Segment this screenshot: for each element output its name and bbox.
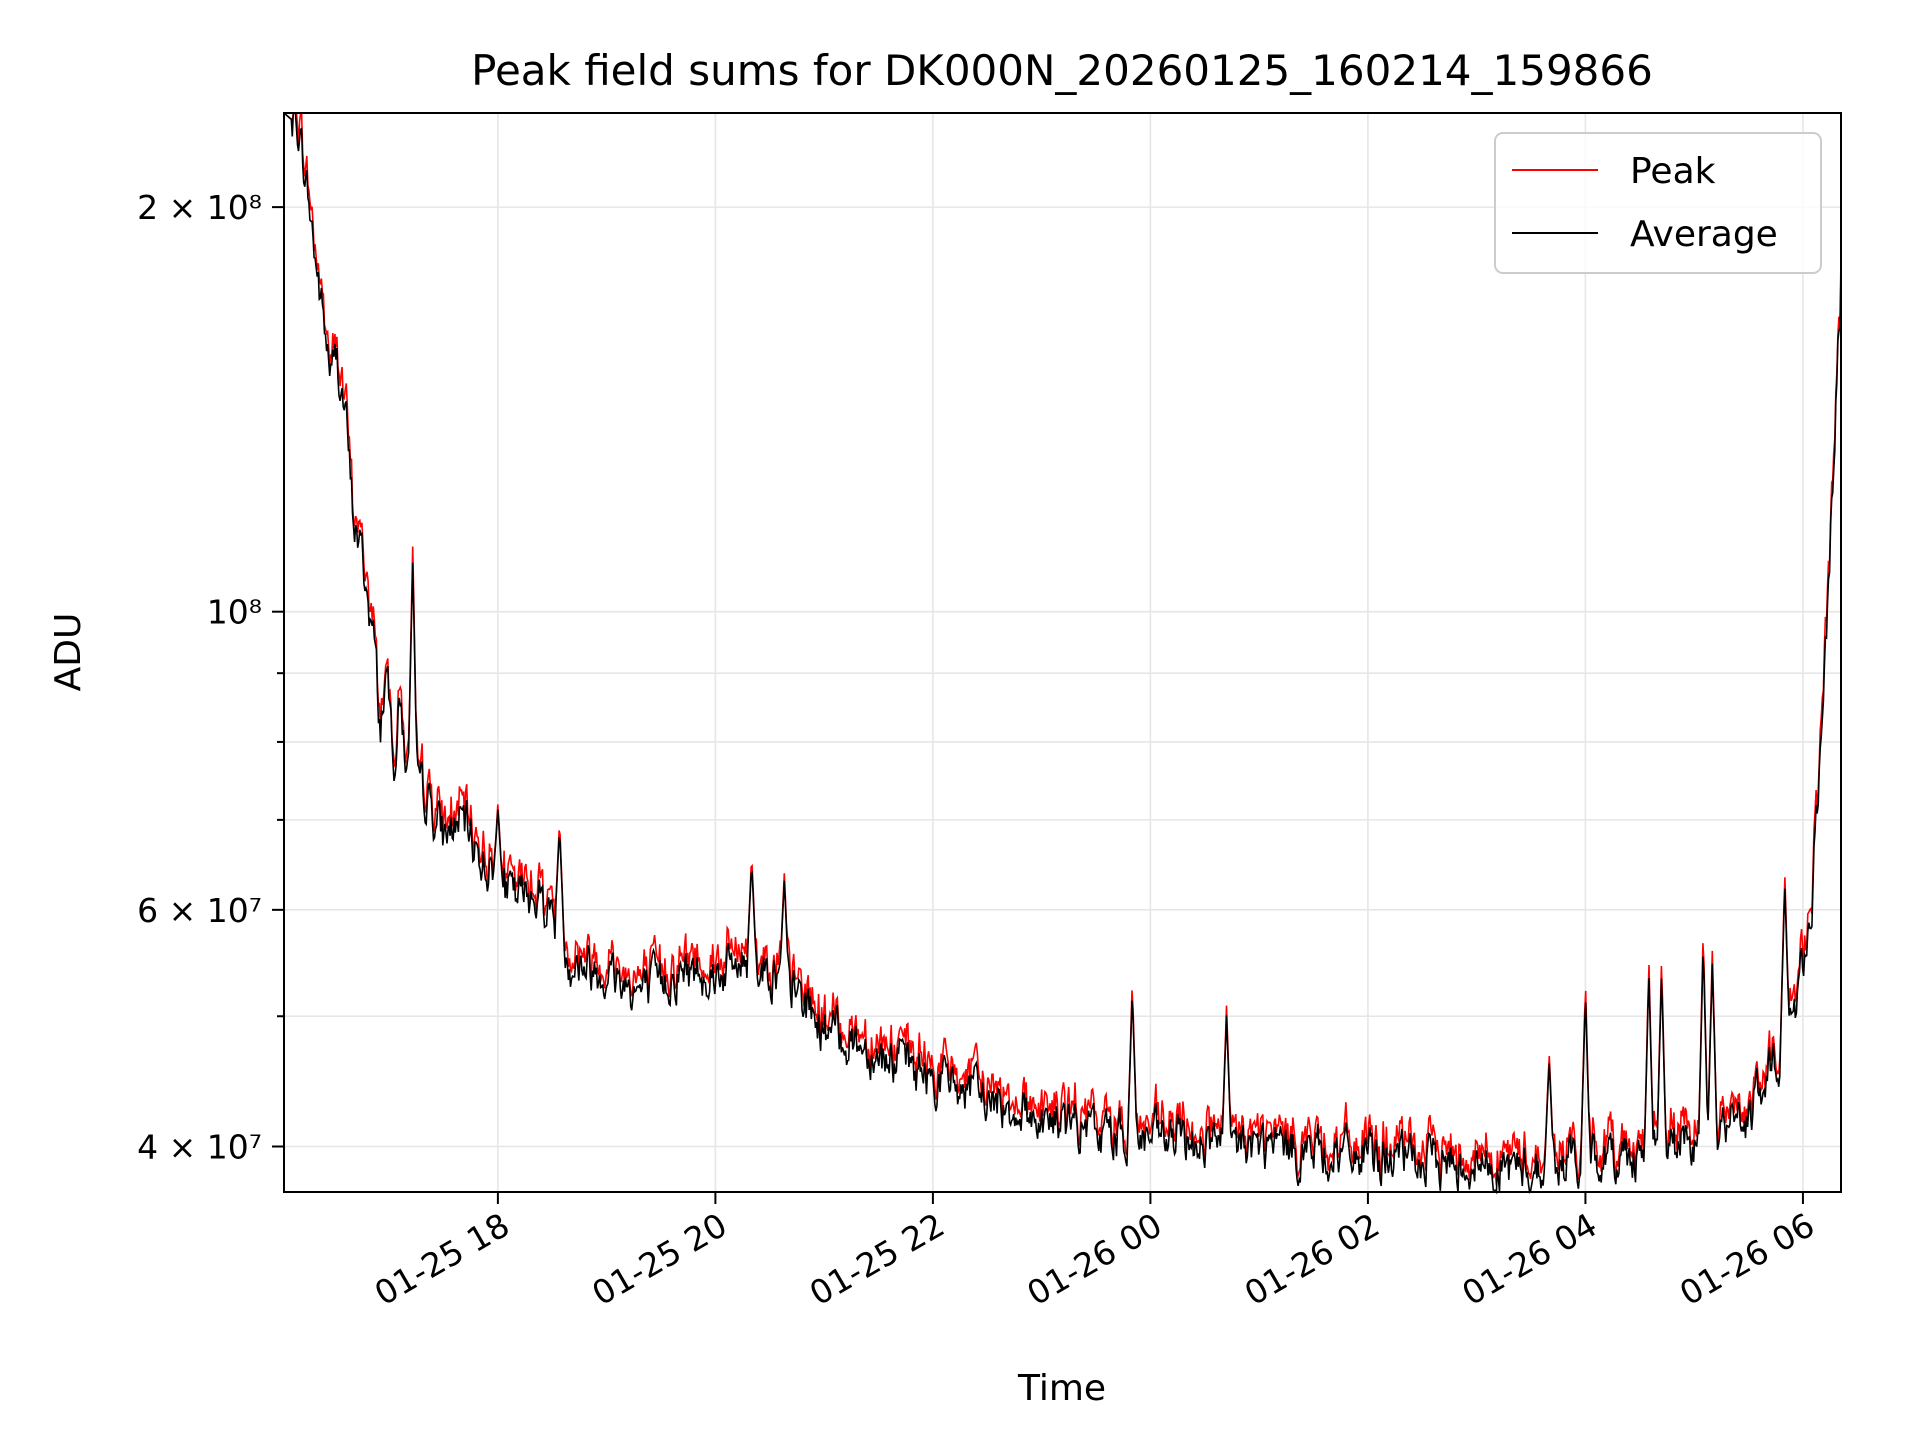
plot-area: [283, 112, 1842, 1195]
axes-frame: [283, 112, 1842, 1193]
y-axis: 4 × 10⁷ 6 × 10⁷ 10⁸ 2 × 10⁸: [137, 188, 284, 1166]
y-tick-label: 2 × 10⁸: [137, 188, 262, 227]
y-axis-label: ADU: [48, 613, 89, 692]
y-tick-label: 10⁸: [207, 593, 262, 632]
chart-title: Peak field sums for DK000N_20260125_1602…: [471, 46, 1653, 95]
legend: Peak Average: [1494, 132, 1822, 274]
series-line-average: [283, 112, 1842, 1195]
y-tick-label: 6 × 10⁷: [137, 891, 262, 930]
legend-frame: [1494, 132, 1822, 274]
legend-label-average: Average: [1630, 214, 1778, 255]
y-tick-label: 4 × 10⁷: [137, 1127, 262, 1166]
legend-label-peak: Peak: [1630, 151, 1716, 192]
x-axis-label: Time: [1017, 1368, 1106, 1409]
